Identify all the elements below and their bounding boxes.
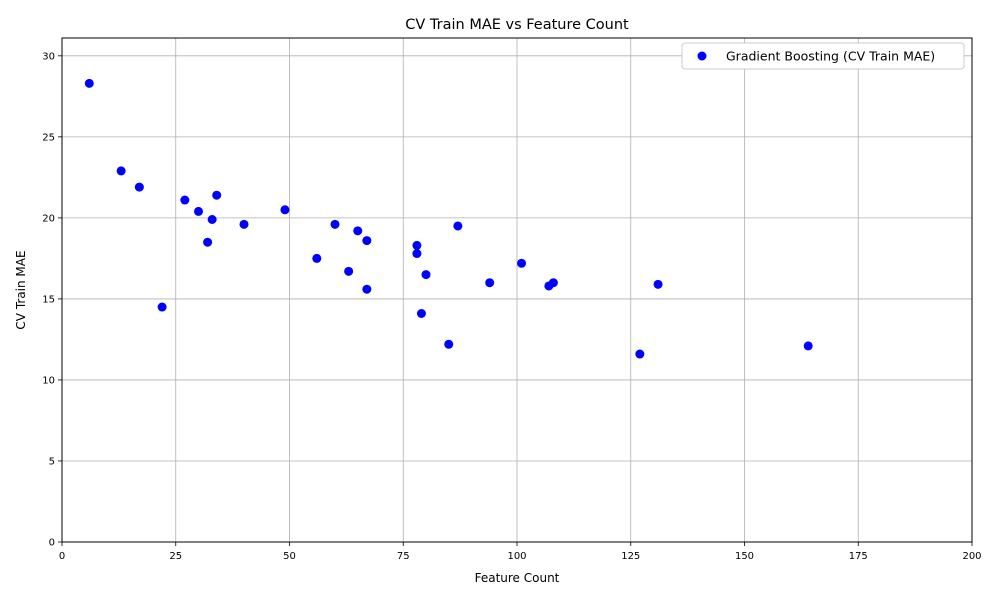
data-point [239, 219, 249, 229]
data-point [444, 339, 454, 349]
y-tick-label: 15 [42, 294, 55, 305]
x-axis-ticks: 0 25 50 75 100 125 150 175 200 [59, 542, 982, 562]
legend: Gradient Boosting (CV Train MAE) [681, 42, 965, 70]
data-point [157, 302, 167, 312]
data-point [635, 349, 645, 359]
x-tick-label: 100 [507, 551, 526, 562]
legend-box [681, 42, 965, 70]
data-point [353, 226, 363, 236]
data-point [485, 278, 495, 288]
y-axis-label: CV Train MAE [14, 250, 28, 329]
x-tick-label: 200 [962, 551, 981, 562]
data-point [412, 240, 422, 250]
data-point [203, 237, 213, 247]
legend-entry-label: Gradient Boosting (CV Train MAE) [726, 49, 935, 64]
x-tick-label: 25 [169, 551, 182, 562]
x-tick-label: 125 [621, 551, 640, 562]
data-point [207, 215, 217, 225]
data-point [421, 270, 431, 280]
y-axis-ticks: 0 5 10 15 20 25 30 [42, 51, 62, 549]
x-tick-label: 50 [283, 551, 296, 562]
x-tick-label: 75 [397, 551, 410, 562]
data-point [803, 341, 813, 351]
data-point [548, 278, 558, 288]
y-tick-label: 30 [42, 51, 55, 62]
data-point [330, 219, 340, 229]
x-tick-label: 175 [849, 551, 868, 562]
data-point [362, 236, 372, 246]
y-tick-label: 5 [49, 456, 55, 467]
data-point [212, 190, 222, 200]
data-point [194, 206, 203, 216]
chart-title: CV Train MAE vs Feature Count [405, 17, 629, 33]
data-point [416, 308, 426, 318]
x-tick-label: 0 [59, 551, 65, 562]
data-point [84, 78, 94, 88]
legend-marker [697, 51, 707, 61]
data-point [116, 166, 126, 176]
data-point [312, 253, 322, 263]
data-point [653, 279, 663, 289]
data-point [412, 249, 422, 259]
y-tick-label: 10 [42, 375, 55, 386]
data-point [180, 195, 190, 205]
y-tick-label: 25 [42, 132, 55, 143]
data-point [134, 182, 144, 192]
x-axis-label: Feature Count [475, 571, 560, 585]
y-tick-label: 20 [42, 213, 55, 224]
data-point [453, 221, 463, 231]
y-tick-label: 0 [49, 538, 55, 549]
data-point [517, 258, 527, 268]
data-point [344, 266, 354, 276]
data-point [362, 284, 372, 294]
data-points [84, 78, 813, 359]
x-tick-label: 150 [735, 551, 754, 562]
data-point [280, 205, 290, 215]
